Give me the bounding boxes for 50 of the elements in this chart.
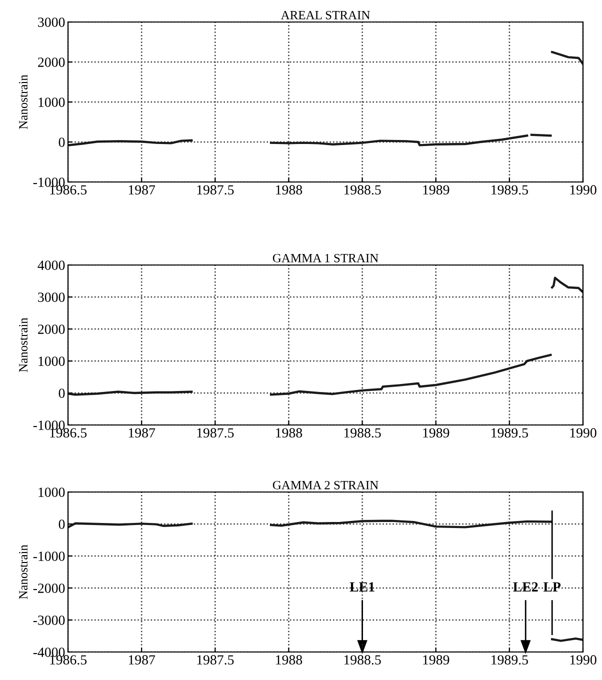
y-tick-label: -1000 [33,552,65,561]
y-tick-label: -2000 [33,584,65,593]
x-tick-label: 1990 [570,428,596,438]
y-tick-label: 3000 [38,292,65,302]
x-tick-label: 1987 [128,428,156,438]
chart-title: GAMMA 2 STRAIN [272,480,378,490]
y-tick-label: 1000 [38,98,65,107]
ref-line-label: LP [543,582,561,592]
x-tick-label: 1987 [128,185,156,195]
ref-line-label: LE2 [513,582,538,592]
x-tick-label: 1987.5 [197,428,234,438]
x-tick-label: 1987 [128,655,156,665]
y-tick-label: 0 [58,138,65,147]
x-tick-label: 1987.5 [197,655,234,665]
y-tick-label: 1000 [38,488,65,497]
x-tick-label: 1989.5 [492,185,528,195]
x-tick-label: 1989 [423,185,450,195]
y-tick-label: 4000 [38,260,65,270]
y-tick-label: 3000 [38,18,65,27]
y-axis-title: Nanostrain [19,544,28,600]
x-tick-label: 1989 [423,655,450,665]
x-tick-label: 1988.5 [344,655,381,665]
x-tick-label: 1986.5 [50,428,87,438]
y-tick-label: -1000 [33,420,65,430]
y-tick-label: -4000 [33,648,65,657]
x-tick-label: 1988 [276,428,302,438]
y-tick-label: -1000 [33,178,65,187]
y-axis-title: Nanostrain [19,318,28,372]
x-tick-label: 1989 [423,428,450,438]
chart-title: AREAL STRAIN [280,10,370,20]
y-tick-label: 0 [58,388,65,398]
x-tick-label: 1989.5 [492,655,528,665]
x-tick-label: 1988.5 [344,185,381,195]
x-tick-label: 1986.5 [50,655,87,665]
x-tick-label: 1990 [570,655,596,665]
y-tick-label: 1000 [38,356,65,366]
y-axis-title: Nanostrain [19,74,28,130]
y-tick-label: -3000 [33,616,65,625]
y-tick-label: 0 [58,520,65,529]
y-tick-label: 2000 [38,58,65,67]
x-tick-label: 1989.5 [492,428,528,438]
ref-line-label: LE1 [350,582,374,592]
x-tick-label: 1988 [276,655,302,665]
x-tick-label: 1988.5 [344,428,381,438]
y-tick-label: 2000 [38,324,65,334]
chart-title: GAMMA 1 STRAIN [272,254,378,262]
x-tick-label: 1988 [276,185,302,195]
x-tick-label: 1990 [570,185,596,195]
x-tick-label: 1987.5 [197,185,234,195]
x-tick-label: 1986.5 [50,185,87,195]
